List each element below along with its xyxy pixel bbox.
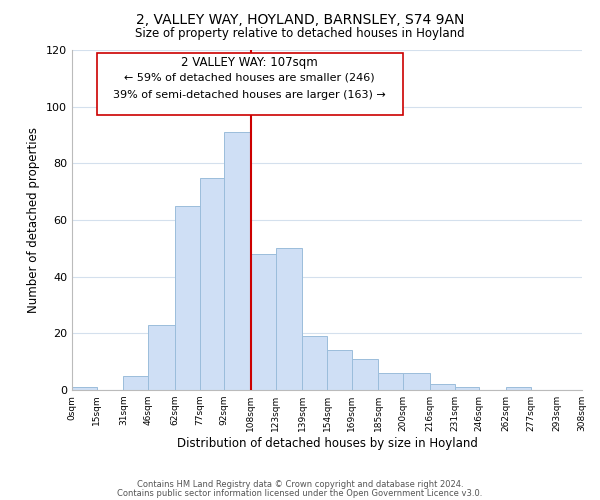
Text: Contains HM Land Registry data © Crown copyright and database right 2024.: Contains HM Land Registry data © Crown c… — [137, 480, 463, 489]
Bar — [302, 336, 327, 390]
Bar — [379, 373, 403, 390]
Text: 2 VALLEY WAY: 107sqm: 2 VALLEY WAY: 107sqm — [181, 56, 317, 68]
Text: Contains public sector information licensed under the Open Government Licence v3: Contains public sector information licen… — [118, 488, 482, 498]
Text: 2, VALLEY WAY, HOYLAND, BARNSLEY, S74 9AN: 2, VALLEY WAY, HOYLAND, BARNSLEY, S74 9A… — [136, 12, 464, 26]
Text: 39% of semi-detached houses are larger (163) →: 39% of semi-detached houses are larger (… — [113, 90, 386, 100]
Bar — [124, 376, 148, 390]
Bar — [199, 178, 224, 390]
Bar — [148, 325, 175, 390]
Bar — [275, 248, 302, 390]
Bar — [352, 359, 379, 390]
Text: ← 59% of detached houses are smaller (246): ← 59% of detached houses are smaller (24… — [124, 72, 374, 83]
Bar — [455, 387, 479, 390]
Bar — [251, 254, 275, 390]
Text: Size of property relative to detached houses in Hoyland: Size of property relative to detached ho… — [135, 28, 465, 40]
Y-axis label: Number of detached properties: Number of detached properties — [28, 127, 40, 313]
Bar — [430, 384, 455, 390]
Bar — [506, 387, 530, 390]
X-axis label: Distribution of detached houses by size in Hoyland: Distribution of detached houses by size … — [176, 437, 478, 450]
Bar — [403, 373, 430, 390]
Bar — [327, 350, 352, 390]
Bar — [72, 387, 97, 390]
Bar — [97, 53, 403, 115]
Bar — [224, 132, 251, 390]
Bar — [175, 206, 199, 390]
